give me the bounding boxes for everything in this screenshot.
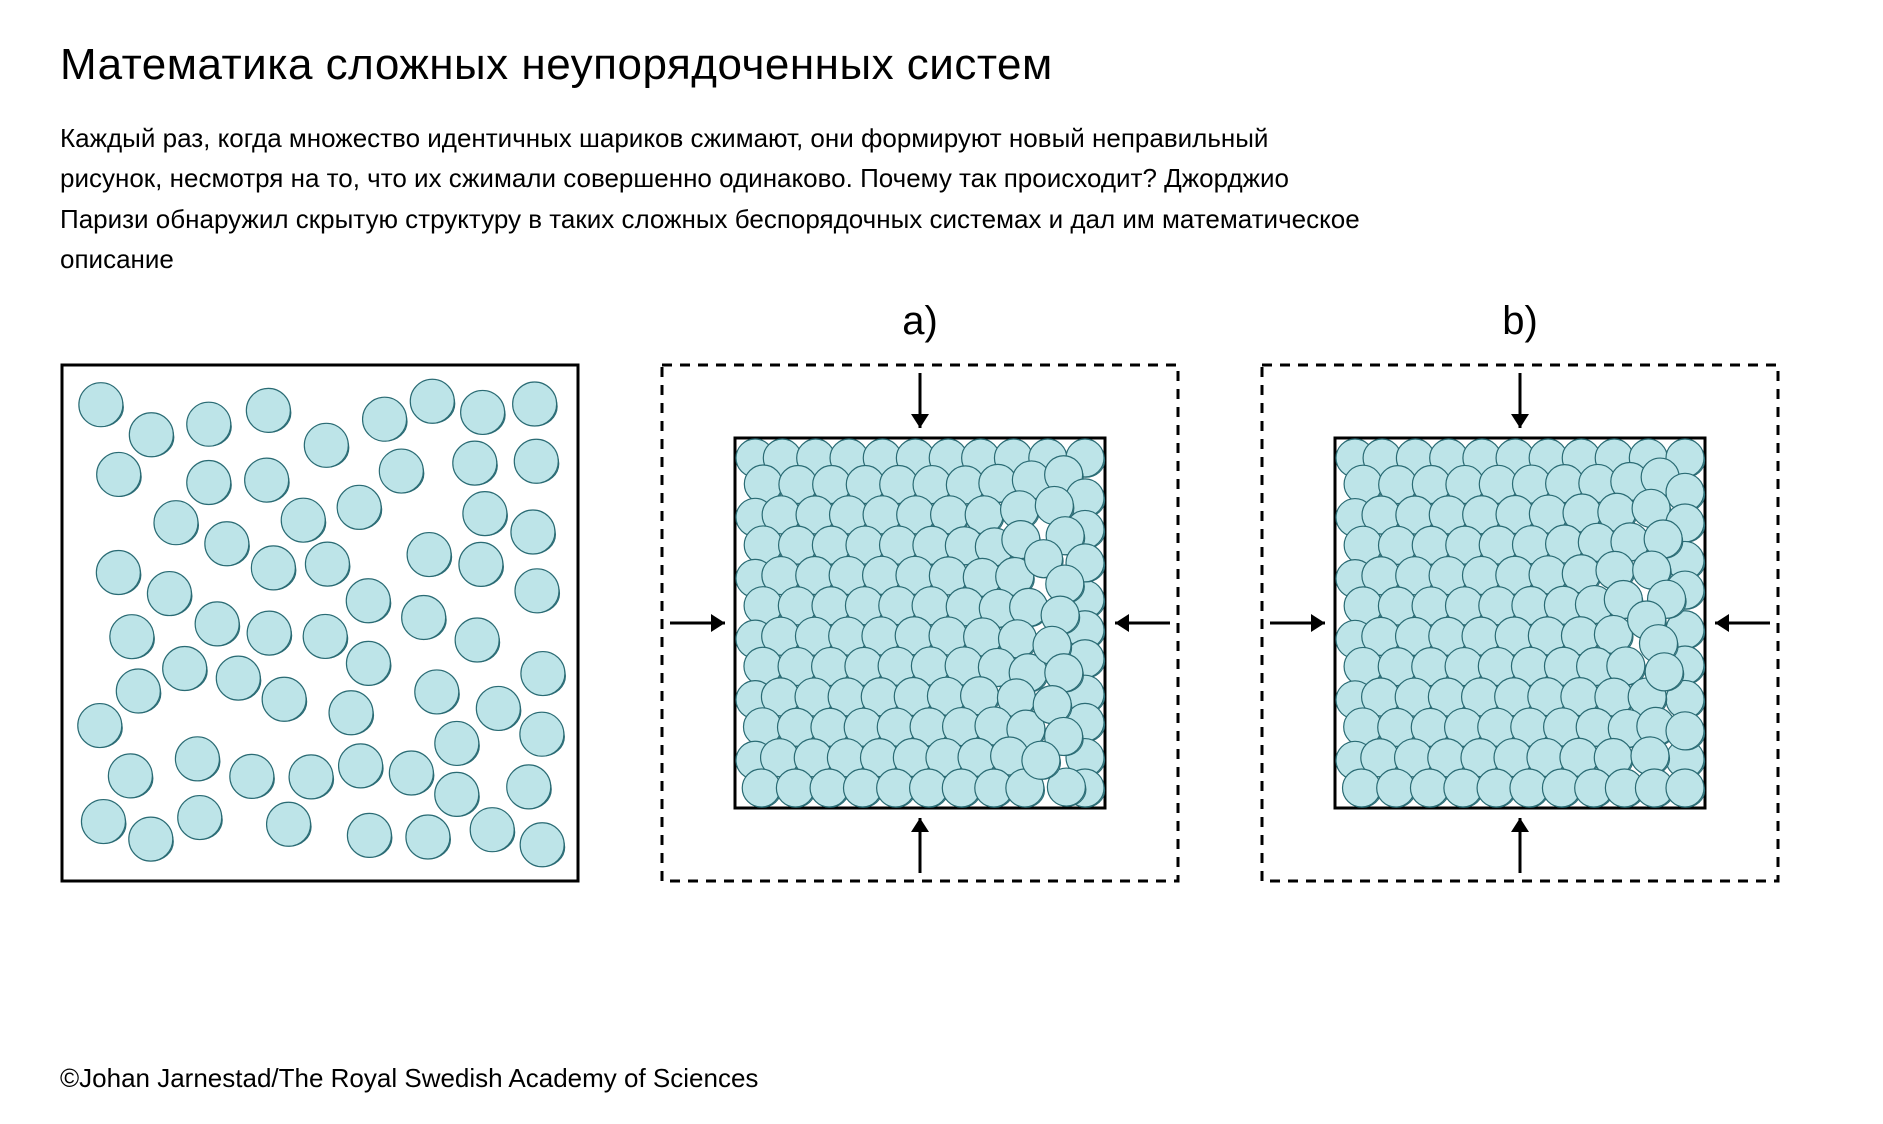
diagram-row: a) b) xyxy=(60,299,1823,883)
panel-b: b) xyxy=(1260,299,1780,883)
panel-a: a) xyxy=(660,299,1180,883)
description-text: Каждый раз, когда множество идентичных ш… xyxy=(60,118,1360,279)
panel-a-label: a) xyxy=(902,299,938,355)
page-title: Математика сложных неупорядоченных систе… xyxy=(60,40,1823,90)
panel-b-label: b) xyxy=(1502,299,1538,355)
panel-loose xyxy=(60,299,580,883)
compressed-b-svg xyxy=(1260,363,1780,883)
credit-line: ©Johan Jarnestad/The Royal Swedish Acade… xyxy=(60,1063,758,1094)
compressed-a-svg xyxy=(660,363,1180,883)
loose-box-svg xyxy=(60,363,580,883)
